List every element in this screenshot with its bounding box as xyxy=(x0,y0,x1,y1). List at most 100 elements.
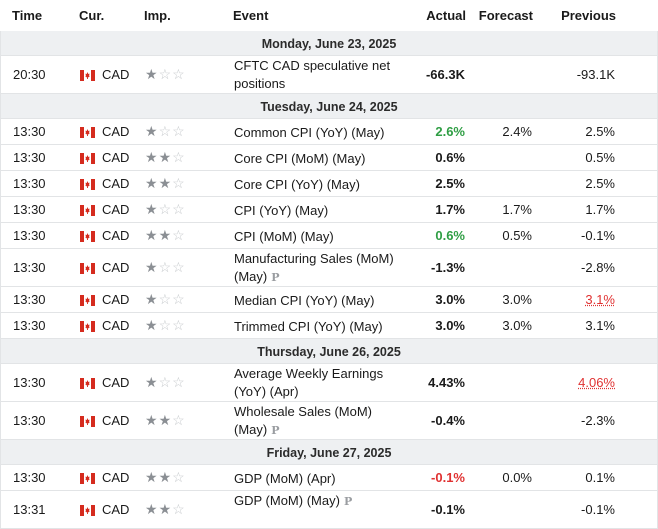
event-name-text[interactable]: CFTC CAD speculative net positions xyxy=(234,58,390,91)
event-time: 13:30 xyxy=(13,375,46,390)
event-name[interactable]: Manufacturing Sales (MoM) (May) P xyxy=(234,250,404,287)
star-icon: ☆ xyxy=(172,469,186,485)
event-time: 13:30 xyxy=(13,260,46,275)
event-name[interactable]: Core CPI (MoM) (May) xyxy=(234,150,404,168)
event-name[interactable]: CPI (MoM) (May) xyxy=(234,228,404,246)
header-importance[interactable]: Imp. xyxy=(144,8,171,23)
importance-stars: ★☆☆ xyxy=(145,123,186,140)
importance-stars: ★★☆ xyxy=(145,501,186,518)
event-name-text[interactable]: CPI (YoY) (May) xyxy=(234,203,328,218)
event-time: 13:30 xyxy=(13,176,46,191)
event-previous: -0.1% xyxy=(581,502,615,517)
header-event[interactable]: Event xyxy=(233,8,268,23)
event-actual: -0.1% xyxy=(431,470,465,485)
star-icon: ★ xyxy=(159,469,173,485)
event-name-text[interactable]: Average Weekly Earnings (YoY) (Apr) xyxy=(234,366,383,399)
event-row[interactable]: 13:30 CAD ★★☆ GDP (MoM) (Apr) -0.1% 0.0% 0.1% xyxy=(0,465,658,491)
event-actual: 0.6% xyxy=(435,228,465,243)
event-forecast: 2.4% xyxy=(502,124,532,139)
event-previous: -2.3% xyxy=(581,413,615,428)
event-name-text[interactable]: GDP (MoM) (May) xyxy=(234,493,340,508)
star-icon: ☆ xyxy=(172,374,186,390)
event-row[interactable]: 13:30 CAD ★☆☆ Median CPI (YoY) (May) 3.0% 3.0… xyxy=(0,287,658,313)
canada-flag-icon xyxy=(80,504,95,515)
star-icon: ☆ xyxy=(159,259,173,275)
event-name-text[interactable]: Common CPI (YoY) (May) xyxy=(234,125,385,140)
event-name[interactable]: Median CPI (YoY) (May) xyxy=(234,292,404,310)
event-row[interactable]: 13:30 CAD ★★☆ Core CPI (YoY) (May) 2.5% 2.5% xyxy=(0,171,658,197)
event-actual: -0.4% xyxy=(431,413,465,428)
importance-stars: ★☆☆ xyxy=(145,374,186,391)
event-row[interactable]: 13:30 CAD ★★☆ CPI (MoM) (May) 0.6% 0.5% -0.1% xyxy=(0,223,658,249)
event-actual: 3.0% xyxy=(435,292,465,307)
event-previous[interactable]: 3.1% xyxy=(585,292,615,307)
event-name-text[interactable]: Trimmed CPI (YoY) (May) xyxy=(234,319,383,334)
event-row[interactable]: 13:31 CAD ★★☆ GDP (MoM) (May) P -0.1% -0.1% xyxy=(0,491,658,529)
event-currency: CAD xyxy=(102,470,129,485)
event-actual: 3.0% xyxy=(435,318,465,333)
event-name[interactable]: Average Weekly Earnings (YoY) (Apr) xyxy=(234,365,404,401)
event-row[interactable]: 13:30 CAD ★☆☆ Trimmed CPI (YoY) (May) 3.0% 3.… xyxy=(0,313,658,339)
event-forecast: 0.5% xyxy=(502,228,532,243)
star-icon: ☆ xyxy=(172,201,186,217)
event-currency: CAD xyxy=(102,292,129,307)
event-name[interactable]: GDP (MoM) (May) P xyxy=(234,492,404,511)
event-name-text[interactable]: Manufacturing Sales (MoM) (May) xyxy=(234,251,394,284)
event-name-text[interactable]: GDP (MoM) (Apr) xyxy=(234,471,336,486)
event-row[interactable]: 13:30 CAD ★☆☆ CPI (YoY) (May) 1.7% 1.7% 1.7% xyxy=(0,197,658,223)
event-name[interactable]: CPI (YoY) (May) xyxy=(234,202,404,220)
event-row[interactable]: 13:30 CAD ★★☆ Wholesale Sales (MoM) (May) P -… xyxy=(0,402,658,440)
date-header-row: Thursday, June 26, 2025 xyxy=(0,339,658,364)
event-name[interactable]: Wholesale Sales (MoM) (May) P xyxy=(234,403,404,440)
star-icon: ★ xyxy=(145,66,159,82)
star-icon: ★ xyxy=(159,227,173,243)
event-name[interactable]: Core CPI (YoY) (May) xyxy=(234,176,404,194)
star-icon: ☆ xyxy=(172,259,186,275)
event-previous: 0.1% xyxy=(585,470,615,485)
header-time[interactable]: Time xyxy=(12,8,42,23)
event-time: 13:30 xyxy=(13,150,46,165)
event-row[interactable]: 13:30 CAD ★☆☆ Average Weekly Earnings (YoY)… xyxy=(0,364,658,402)
event-time: 13:30 xyxy=(13,318,46,333)
canada-flag-icon xyxy=(80,415,95,426)
event-row[interactable]: 20:30 CAD ★☆☆ CFTC CAD speculative net posi… xyxy=(0,56,658,94)
event-name-text[interactable]: Median CPI (YoY) (May) xyxy=(234,293,374,308)
canada-flag-icon xyxy=(80,126,95,137)
event-time: 13:30 xyxy=(13,413,46,428)
star-icon: ☆ xyxy=(159,317,173,333)
event-name-text[interactable]: Core CPI (YoY) (May) xyxy=(234,177,360,192)
header-actual[interactable]: Actual xyxy=(426,8,466,23)
event-previous[interactable]: 4.06% xyxy=(578,375,615,390)
event-row[interactable]: 13:30 CAD ★☆☆ Manufacturing Sales (MoM) (Ma… xyxy=(0,249,658,287)
event-forecast: 1.7% xyxy=(502,202,532,217)
star-icon: ☆ xyxy=(172,66,186,82)
star-icon: ★ xyxy=(145,149,159,165)
importance-stars: ★☆☆ xyxy=(145,291,186,308)
header-forecast[interactable]: Forecast xyxy=(479,8,533,23)
event-row[interactable]: 13:30 CAD ★★☆ Core CPI (MoM) (May) 0.6% 0.5% xyxy=(0,145,658,171)
preliminary-p-icon: P xyxy=(271,422,279,440)
event-name[interactable]: Trimmed CPI (YoY) (May) xyxy=(234,318,404,336)
header-previous[interactable]: Previous xyxy=(561,8,616,23)
star-icon: ☆ xyxy=(159,374,173,390)
event-row[interactable]: 13:30 CAD ★☆☆ Common CPI (YoY) (May) 2.6% 2.4… xyxy=(0,119,658,145)
importance-stars: ★★☆ xyxy=(145,469,186,486)
event-name[interactable]: GDP (MoM) (Apr) xyxy=(234,470,404,488)
star-icon: ★ xyxy=(159,412,173,428)
event-time: 13:31 xyxy=(13,502,46,517)
star-icon: ☆ xyxy=(172,317,186,333)
event-name-text[interactable]: Core CPI (MoM) (May) xyxy=(234,151,365,166)
date-header-row: Friday, June 27, 2025 xyxy=(0,440,658,465)
canada-flag-icon xyxy=(80,178,95,189)
canada-flag-icon xyxy=(80,152,95,163)
importance-stars: ★★☆ xyxy=(145,175,186,192)
event-name-text[interactable]: CPI (MoM) (May) xyxy=(234,229,334,244)
date-label: Monday, June 23, 2025 xyxy=(1,37,657,51)
header-currency[interactable]: Cur. xyxy=(79,8,104,23)
canada-flag-icon xyxy=(80,262,95,273)
event-name-text[interactable]: Wholesale Sales (MoM) (May) xyxy=(234,404,372,437)
event-name[interactable]: CFTC CAD speculative net positions xyxy=(234,57,404,93)
event-currency: CAD xyxy=(102,228,129,243)
event-name[interactable]: Common CPI (YoY) (May) xyxy=(234,124,404,142)
importance-stars: ★★☆ xyxy=(145,412,186,429)
